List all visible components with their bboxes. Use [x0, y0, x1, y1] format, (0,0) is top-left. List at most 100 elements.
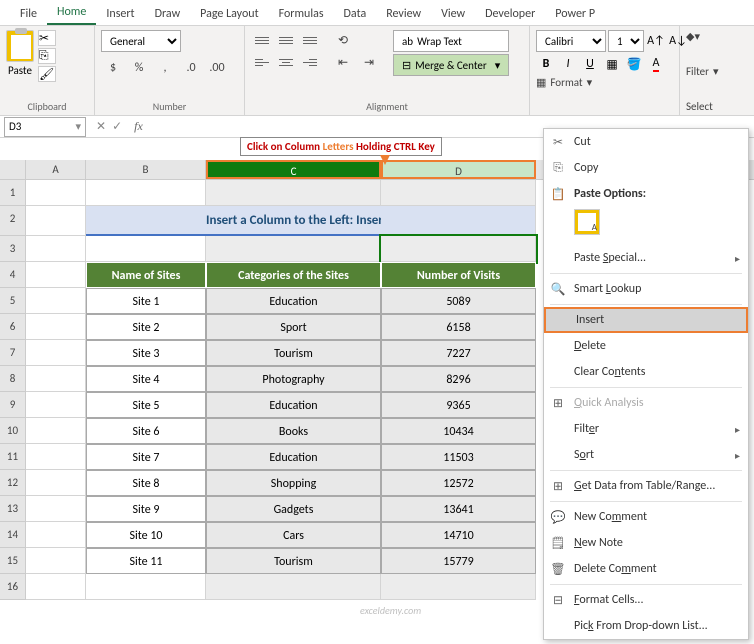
- font-color-button[interactable]: A: [646, 54, 666, 74]
- cell[interactable]: [381, 574, 536, 600]
- cell[interactable]: 7227: [381, 340, 536, 366]
- format-painter-icon[interactable]: 🖌: [38, 66, 56, 82]
- increase-font-button[interactable]: A↑: [646, 31, 666, 51]
- tab-draw[interactable]: Draw: [145, 3, 191, 25]
- row-header[interactable]: 11: [0, 444, 26, 470]
- align-right[interactable]: [299, 52, 321, 72]
- cell[interactable]: Site 9: [86, 496, 206, 522]
- cell[interactable]: Sport: [206, 314, 381, 340]
- tab-view[interactable]: View: [431, 3, 475, 25]
- align-middle[interactable]: [275, 30, 297, 50]
- cell[interactable]: [206, 180, 381, 206]
- row-header[interactable]: 12: [0, 470, 26, 496]
- row-header[interactable]: 6: [0, 314, 26, 340]
- tab-power[interactable]: Power P: [545, 3, 605, 25]
- cell[interactable]: 8296: [381, 366, 536, 392]
- cell[interactable]: [26, 262, 86, 288]
- col-header-d[interactable]: D: [381, 160, 536, 179]
- cell[interactable]: Gadgets: [206, 496, 381, 522]
- cell[interactable]: Tourism: [206, 340, 381, 366]
- cell[interactable]: 14710: [381, 522, 536, 548]
- cell[interactable]: Photography: [206, 366, 381, 392]
- row-header[interactable]: 2: [0, 206, 26, 236]
- orientation-button[interactable]: ⟲: [331, 30, 355, 50]
- row-header[interactable]: 14: [0, 522, 26, 548]
- ctx-clear-contents[interactable]: Clear Contents: [544, 359, 748, 385]
- fill-color-button[interactable]: 🪣: [624, 54, 644, 74]
- align-top[interactable]: [251, 30, 273, 50]
- cell[interactable]: [381, 180, 536, 206]
- cell[interactable]: Site 5: [86, 392, 206, 418]
- cell[interactable]: 15779: [381, 548, 536, 574]
- cancel-icon[interactable]: ✕: [96, 119, 106, 134]
- cell[interactable]: 10434: [381, 418, 536, 444]
- cell[interactable]: [26, 496, 86, 522]
- percent-button[interactable]: %: [127, 58, 151, 78]
- bold-button[interactable]: B: [536, 54, 556, 74]
- row-header[interactable]: 10: [0, 418, 26, 444]
- cell[interactable]: [26, 206, 86, 236]
- cell[interactable]: [26, 392, 86, 418]
- cell[interactable]: Tourism: [206, 548, 381, 574]
- col-header-a[interactable]: A: [26, 160, 86, 179]
- ctx-new-note[interactable]: 🗒New Note: [544, 530, 748, 556]
- col-header-c[interactable]: C: [206, 160, 381, 179]
- format-dropdown[interactable]: ▦ Format ▾: [536, 76, 592, 89]
- tab-formulas[interactable]: Formulas: [269, 3, 334, 25]
- cell[interactable]: Site 1: [86, 288, 206, 314]
- ctx-cut[interactable]: ✂Cut: [544, 129, 748, 155]
- tab-page-layout[interactable]: Page Layout: [190, 3, 268, 25]
- title-cell[interactable]: Insert a Column to the Left: Insert Mult…: [206, 206, 381, 236]
- cell[interactable]: [26, 288, 86, 314]
- cell[interactable]: [26, 366, 86, 392]
- cell[interactable]: [26, 418, 86, 444]
- ctx-filter[interactable]: Filter▸: [544, 416, 748, 442]
- cell[interactable]: Site 7: [86, 444, 206, 470]
- cell[interactable]: Shopping: [206, 470, 381, 496]
- font-size-dropdown[interactable]: 12: [608, 30, 644, 52]
- cell[interactable]: 6158: [381, 314, 536, 340]
- underline-button[interactable]: U: [580, 54, 600, 74]
- copy-icon[interactable]: ⎘: [38, 48, 56, 64]
- ctx-smart-lookup[interactable]: 🔍Smart Lookup: [544, 276, 748, 302]
- cell[interactable]: Books: [206, 418, 381, 444]
- comma-button[interactable]: ,: [153, 58, 177, 78]
- ctx-pick-from-list[interactable]: Pick From Drop-down List...: [544, 613, 748, 639]
- ctx-insert[interactable]: Insert: [544, 307, 748, 333]
- cell[interactable]: 5089: [381, 288, 536, 314]
- row-header[interactable]: 15: [0, 548, 26, 574]
- cell[interactable]: [206, 236, 381, 262]
- font-name-dropdown[interactable]: Calibri: [536, 30, 606, 52]
- enter-icon[interactable]: ✓: [112, 119, 122, 134]
- cell[interactable]: [86, 236, 206, 262]
- select-button[interactable]: Select: [686, 100, 744, 113]
- currency-button[interactable]: $: [101, 58, 125, 78]
- border-button[interactable]: ▦: [602, 54, 622, 74]
- cell[interactable]: Site 11: [86, 548, 206, 574]
- merge-center-button[interactable]: ⊟Merge & Center▾: [393, 54, 509, 76]
- cell[interactable]: [26, 236, 86, 262]
- table-header[interactable]: Name of Sites: [86, 262, 206, 288]
- row-header[interactable]: 9: [0, 392, 26, 418]
- col-header-b[interactable]: B: [86, 160, 206, 179]
- wrap-text-button[interactable]: abWrap Text: [393, 30, 509, 52]
- tab-file[interactable]: File: [10, 3, 47, 25]
- row-header[interactable]: 4: [0, 262, 26, 288]
- cell[interactable]: Cars: [206, 522, 381, 548]
- cell[interactable]: [26, 340, 86, 366]
- row-header[interactable]: 13: [0, 496, 26, 522]
- cell[interactable]: Site 6: [86, 418, 206, 444]
- cell[interactable]: 13641: [381, 496, 536, 522]
- decrease-decimal-button[interactable]: .00: [205, 58, 229, 78]
- cell[interactable]: [86, 574, 206, 600]
- cell[interactable]: [26, 444, 86, 470]
- row-header[interactable]: 16: [0, 574, 26, 600]
- fx-label[interactable]: fx: [134, 119, 143, 134]
- increase-decimal-button[interactable]: .0: [179, 58, 203, 78]
- ctx-paste-special[interactable]: Paste Special...▸: [544, 245, 748, 271]
- ctx-get-data[interactable]: ⊞Get Data from Table/Range...: [544, 473, 748, 499]
- increase-indent-button[interactable]: ⇥: [357, 52, 381, 72]
- cell[interactable]: 12572: [381, 470, 536, 496]
- ctx-copy[interactable]: ⎘Copy: [544, 155, 748, 181]
- cell[interactable]: [26, 522, 86, 548]
